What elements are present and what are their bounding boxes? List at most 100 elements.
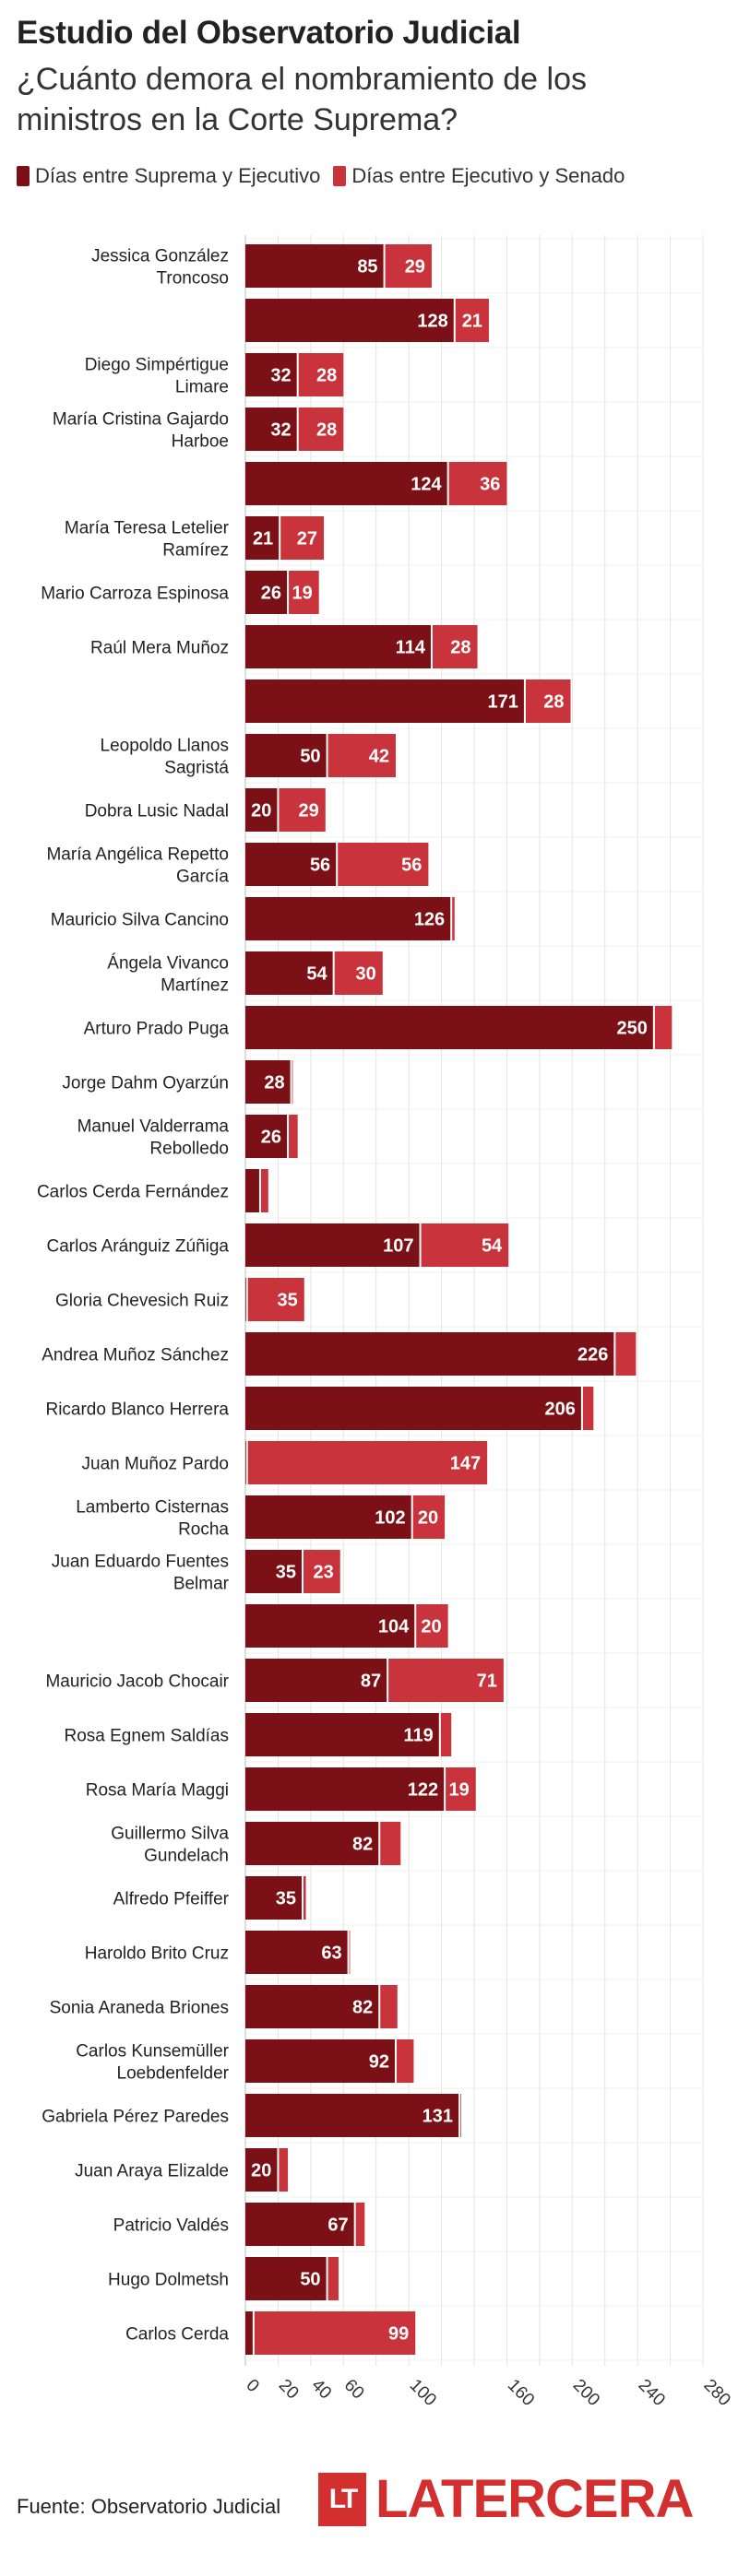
bar-suprema-ejecutivo: [245, 571, 289, 614]
bar-ejecutivo-senado: [278, 2148, 289, 2192]
source-note: Fuente: Observatorio Judicial: [17, 2495, 281, 2518]
data-label: 26: [261, 584, 281, 604]
data-label: 28: [450, 638, 470, 658]
legend: Días entre Suprema y Ejecutivo Días entr…: [17, 164, 637, 188]
bar-ejecutivo-senado: [297, 408, 344, 451]
bar-suprema-ejecutivo: [245, 1876, 303, 1920]
category-label: Haroldo Brito Cruz: [85, 1944, 229, 1964]
bar-ejecutivo-senado: [253, 2311, 416, 2355]
bar-ejecutivo-senado: [447, 462, 507, 505]
data-label: 114: [396, 638, 426, 658]
x-tick-label: 40: [307, 2376, 335, 2404]
data-label: 42: [369, 747, 389, 767]
bar-suprema-ejecutivo: [245, 1659, 388, 1702]
category-label: Limare: [175, 378, 229, 397]
x-tick-label: 240: [635, 2376, 669, 2410]
data-label: 102: [375, 1508, 405, 1529]
category-label: Andrea Muñoz Sánchez: [42, 1346, 229, 1365]
bar-ejecutivo-senado: [259, 1169, 268, 1212]
data-label: 32: [270, 366, 291, 386]
category-label: Carlos Aránguiz Zúñiga: [47, 1237, 230, 1257]
category-label: Diego Simpértigue: [85, 356, 229, 375]
category-label: Juan Eduardo Fuentes: [52, 1553, 229, 1572]
data-label: 20: [418, 1508, 438, 1529]
data-label: 20: [251, 2161, 271, 2181]
bar-suprema-ejecutivo: [245, 1767, 446, 1811]
x-tick-label: 60: [340, 2376, 368, 2404]
data-label: 28: [543, 692, 564, 713]
data-label: 128: [417, 312, 447, 332]
category-label: Alfredo Pfeiffer: [113, 1890, 230, 1909]
category-label: Ricardo Blanco Herrera: [45, 1400, 229, 1420]
bar-suprema-ejecutivo: [245, 2039, 396, 2083]
data-label: 67: [327, 2216, 348, 2236]
category-label: Carlos Cerda: [125, 2325, 229, 2345]
bar-ejecutivo-senado: [445, 1767, 476, 1811]
category-label: Gundelach: [144, 1847, 229, 1866]
legend-item-ejecutivo-senado: Días entre Ejecutivo y Senado: [333, 164, 625, 188]
bar-ejecutivo-senado: [454, 299, 489, 342]
bar-suprema-ejecutivo: [245, 1115, 289, 1158]
category-label: Sonia Araneda Briones: [50, 1999, 229, 2018]
bar-ejecutivo-senado: [297, 353, 344, 396]
data-label: 131: [423, 2107, 453, 2127]
legend-swatch-light: [333, 166, 347, 186]
logo-mark: LT: [318, 2473, 366, 2526]
data-label: 28: [316, 420, 337, 441]
bar-ejecutivo-senado: [439, 1713, 452, 1756]
category-label: García: [176, 868, 229, 887]
data-label: 28: [264, 1073, 284, 1093]
data-label: 99: [388, 2324, 409, 2345]
category-label: Ramírez: [162, 541, 229, 561]
bar-suprema-ejecutivo: [245, 299, 455, 342]
data-label: 126: [414, 910, 445, 930]
category-label: Harboe: [172, 432, 229, 452]
x-tick-label: 200: [569, 2376, 603, 2410]
x-tick-label: 280: [699, 2376, 733, 2410]
bar-ejecutivo-senado: [415, 1604, 448, 1648]
bar-ejecutivo-senado: [581, 1387, 594, 1430]
bar-suprema-ejecutivo: [245, 2148, 279, 2192]
data-label: 32: [270, 420, 291, 441]
chart-title: Estudio del Observatorio Judicial: [17, 15, 521, 51]
bar-ejecutivo-senado: [246, 1278, 304, 1321]
category-label: Carlos Kunsemüller: [76, 2042, 229, 2062]
category-label: Gabriela Pérez Paredes: [42, 2108, 229, 2127]
bar-suprema-ejecutivo: [245, 734, 327, 777]
x-tick-label: 20: [275, 2376, 303, 2404]
category-label: Mario Carroza Espinosa: [41, 585, 229, 604]
data-label: 63: [321, 1944, 341, 1964]
bar-chart: Jessica González Troncoso 85 29 128 21 Diego S…: [37, 235, 734, 2410]
bar-suprema-ejecutivo: [245, 1604, 416, 1648]
category-label: Juan Araya Elizalde: [75, 2162, 229, 2181]
category-label: Leopoldo Llanos: [101, 737, 229, 756]
category-label: Juan Muñoz Pardo: [82, 1455, 230, 1474]
category-label: Troncoso: [157, 269, 230, 289]
data-label: 50: [300, 2270, 320, 2290]
data-label: 107: [383, 1236, 413, 1257]
category-label: Carlos Cerda Fernández: [37, 1183, 229, 1202]
bar-suprema-ejecutivo: [245, 462, 448, 505]
bar-ejecutivo-senado: [337, 843, 429, 886]
bar-ejecutivo-senado: [288, 1115, 298, 1158]
la-tercera-logo: LT LATERCERA: [318, 2473, 694, 2526]
bar-ejecutivo-senado: [379, 1822, 401, 1865]
data-label: 104: [378, 1617, 410, 1637]
category-label: María Teresa Letelier: [65, 519, 230, 538]
data-label: 206: [545, 1400, 576, 1420]
bar-ejecutivo-senado: [524, 679, 571, 723]
legend-label: Días entre Ejecutivo y Senado: [351, 164, 625, 187]
bar-suprema-ejecutivo: [245, 1223, 421, 1267]
category-label: Rebolledo: [149, 1140, 229, 1159]
bar-suprema-ejecutivo: [245, 897, 452, 940]
x-tick-label: 0: [242, 2376, 262, 2396]
data-label: 29: [405, 257, 425, 278]
bar-suprema-ejecutivo: [245, 843, 338, 886]
data-label: 28: [316, 366, 337, 386]
bar-suprema-ejecutivo: [245, 2094, 460, 2137]
category-label: Arturo Prado Puga: [84, 1020, 230, 1039]
bar-suprema-ejecutivo: [245, 1713, 440, 1756]
data-label: 56: [401, 856, 422, 876]
bar-suprema-ejecutivo: [245, 2257, 327, 2300]
category-label: Hugo Dolmetsh: [108, 2271, 229, 2290]
